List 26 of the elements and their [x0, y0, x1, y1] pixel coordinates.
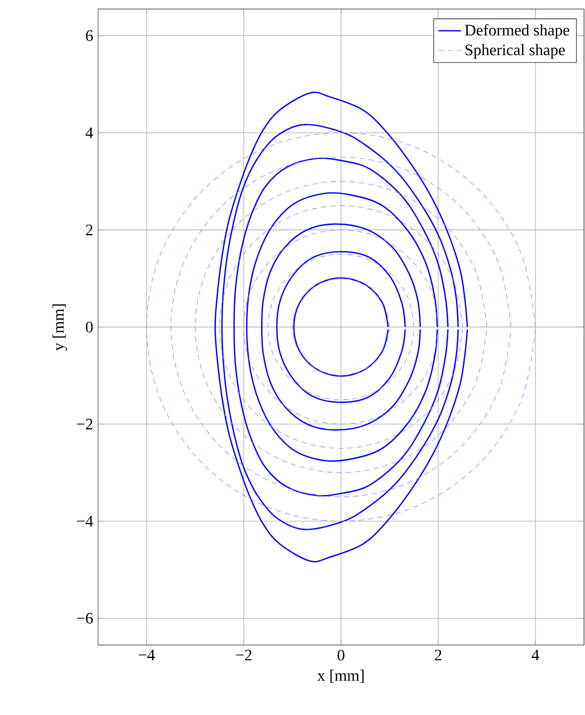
- y-tick-label: 2: [86, 224, 92, 236]
- line-series: [246, 192, 438, 462]
- line-series: [195, 181, 488, 473]
- y-axis-title: y [mm]: [52, 304, 68, 351]
- x-tick-label: 2: [435, 650, 442, 660]
- y-tick-label: 4: [86, 128, 94, 138]
- y-tick-label: −4: [77, 516, 94, 526]
- y-tick-label: −2: [77, 418, 92, 430]
- line-series: [244, 230, 439, 424]
- x-tick-label: 4: [532, 650, 540, 660]
- line-series: [146, 132, 536, 522]
- x-tick-label: −2: [236, 650, 252, 660]
- x-tick-label: −4: [138, 650, 155, 660]
- y-tick-label: −6: [77, 612, 93, 624]
- y-tick-label: 0: [86, 322, 93, 332]
- legend-label: Deformed shape: [465, 24, 570, 39]
- line-series: [219, 205, 463, 449]
- line-series: [261, 223, 421, 431]
- line-series: [214, 92, 468, 562]
- line-series: [170, 156, 512, 498]
- y-tick-label: 6: [86, 30, 93, 42]
- x-axis-title: x [mm]: [317, 670, 364, 683]
- legend-label: Spherical shape: [466, 44, 565, 59]
- line-series: [221, 124, 459, 530]
- x-tick-label: 0: [338, 650, 344, 660]
- line-series: [234, 158, 449, 496]
